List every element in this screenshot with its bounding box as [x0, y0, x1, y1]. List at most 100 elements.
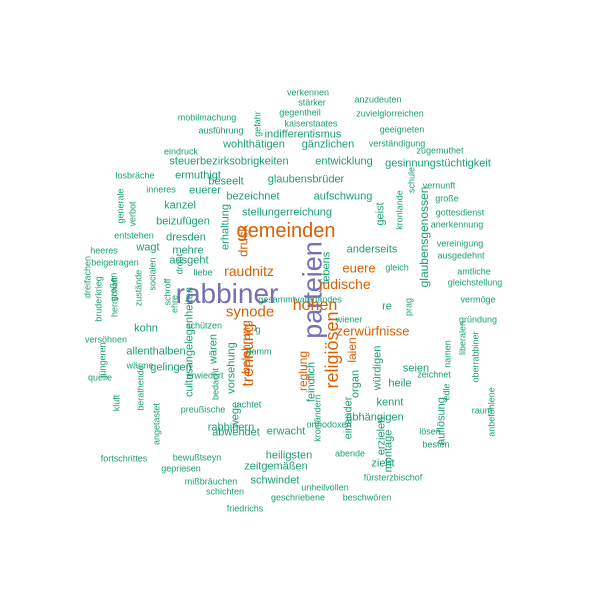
word-124: orthodoxen [306, 419, 352, 430]
word-25: indifferentismus [264, 128, 342, 141]
word-51: glaubensgenossen [417, 186, 431, 288]
word-79: re [382, 300, 392, 313]
word-142: schichten [205, 486, 245, 497]
word-70: dreifachen [82, 255, 93, 299]
word-104: organ [349, 369, 362, 399]
word-95: oberrabbiner [470, 331, 481, 383]
word-118: anbefohlene [486, 387, 497, 437]
word-98: gelingen [150, 361, 192, 374]
word-19: zuvielglorreichen [356, 108, 424, 119]
word-27: gänzlichen [301, 138, 355, 151]
word-22: gefahr [252, 111, 263, 137]
word-46: verbot [127, 201, 138, 227]
word-108: berathende [135, 365, 146, 411]
word-49: geist [374, 202, 387, 226]
word-81: vermöge [460, 294, 496, 305]
word-146: gesammtvaterlandes [258, 294, 342, 305]
word-39: vernunft [422, 180, 456, 191]
word-62: wagt [136, 241, 160, 254]
word-36: beseelt [208, 175, 244, 188]
word-56: entstehen [114, 230, 154, 241]
word-64: beigetragen [91, 257, 139, 268]
word-48: stellungerreichung [242, 206, 332, 219]
word-112: achtet [236, 399, 262, 410]
word-33: gesinnungstüchtigkeit [385, 157, 491, 170]
word-7: raudnitz [224, 263, 274, 279]
word-131: fortschrittes [100, 453, 148, 464]
word-54: erhaltung [219, 204, 232, 250]
word-26: wohlthätigen [223, 138, 285, 151]
word-71: bruderkrieg [93, 276, 104, 322]
word-119: angetastet [151, 402, 162, 446]
word-143: geschriebene [270, 492, 326, 503]
word-123: rabbinern [207, 421, 255, 434]
word-93: namen [442, 340, 453, 368]
word-57: dresden [166, 231, 206, 244]
word-106: zeichnet [417, 369, 451, 380]
word-2: gemeinden [236, 220, 336, 242]
word-50: kronlande [394, 190, 405, 230]
word-21: kaiserstaates [284, 118, 338, 129]
word-17: anzudeuten [354, 94, 402, 105]
word-32: entwicklung [315, 155, 373, 168]
word-15: verkennen [286, 87, 330, 98]
word-137: gepriesen [161, 463, 201, 474]
word-139: schwindet [250, 474, 300, 487]
word-4: hohen [292, 297, 338, 314]
word-103: erwiedert [186, 370, 224, 381]
word-74: zustände [133, 269, 144, 307]
word-45: generale [115, 188, 126, 224]
word-55: anerkennung [430, 219, 484, 230]
word-122: auflösung [435, 397, 448, 445]
word-136: zeitgemäßen [244, 460, 308, 473]
word-34: losbräche [115, 170, 155, 181]
word-102: quelle [87, 372, 113, 383]
word-127: erwacht [266, 425, 306, 438]
word-63: ausgedehnt [437, 250, 485, 261]
word-128: lösen [419, 426, 441, 437]
word-100: würdigen [371, 345, 384, 391]
word-11: druck [235, 225, 251, 257]
word-80: prag [403, 297, 414, 317]
word-67: gleich [385, 262, 409, 273]
word-135: zieht [371, 457, 395, 470]
word-18: gegentheil [279, 107, 321, 118]
word-37: glaubensbrüder [267, 173, 345, 186]
word-43: aufschwung [313, 190, 373, 203]
word-59: anderseits [346, 243, 398, 256]
word-140: mißbräuchen [184, 476, 238, 487]
word-10: zerwürfnisse [336, 323, 410, 339]
word-60: vereinigung [436, 238, 484, 249]
word-92: damm [246, 346, 272, 357]
word-53: beizufügen [156, 215, 210, 228]
word-133: heiligsten [265, 449, 313, 462]
word-23: geeigneten [379, 124, 425, 135]
word-97: wärme [126, 360, 154, 371]
word-30: eindruck [163, 146, 199, 157]
word-89: wären [207, 334, 220, 364]
word-8: jüdische [319, 276, 371, 292]
word-87: versöhnen [84, 334, 128, 345]
word-6: synode [225, 303, 275, 321]
word-88: cultusangelegenheiten [183, 286, 196, 398]
word-99: vorsehung [225, 342, 238, 394]
word-77: droht [174, 253, 185, 275]
word-69: amtliche [457, 266, 491, 277]
word-129: besten [422, 439, 450, 450]
word-68: liebe [193, 267, 213, 278]
word-134: abende [334, 448, 366, 459]
word-126: abwendet [212, 426, 260, 439]
word-75: socialen [147, 257, 158, 291]
word-85: wiener [335, 314, 363, 325]
word-105: heile [388, 377, 412, 390]
word-52: gottesdienst [435, 207, 485, 218]
word-65: ausgeht [169, 254, 209, 267]
word-29: zugemuthet [416, 145, 464, 156]
word-111: kluft [111, 394, 122, 412]
word-35: ermuthigt [175, 169, 221, 182]
word-116: abhängigen [346, 411, 404, 424]
word-58: mehre [172, 244, 204, 257]
word-114: preußische [180, 404, 226, 415]
word-31: steuerbezirksobrigkeiten [169, 155, 289, 168]
